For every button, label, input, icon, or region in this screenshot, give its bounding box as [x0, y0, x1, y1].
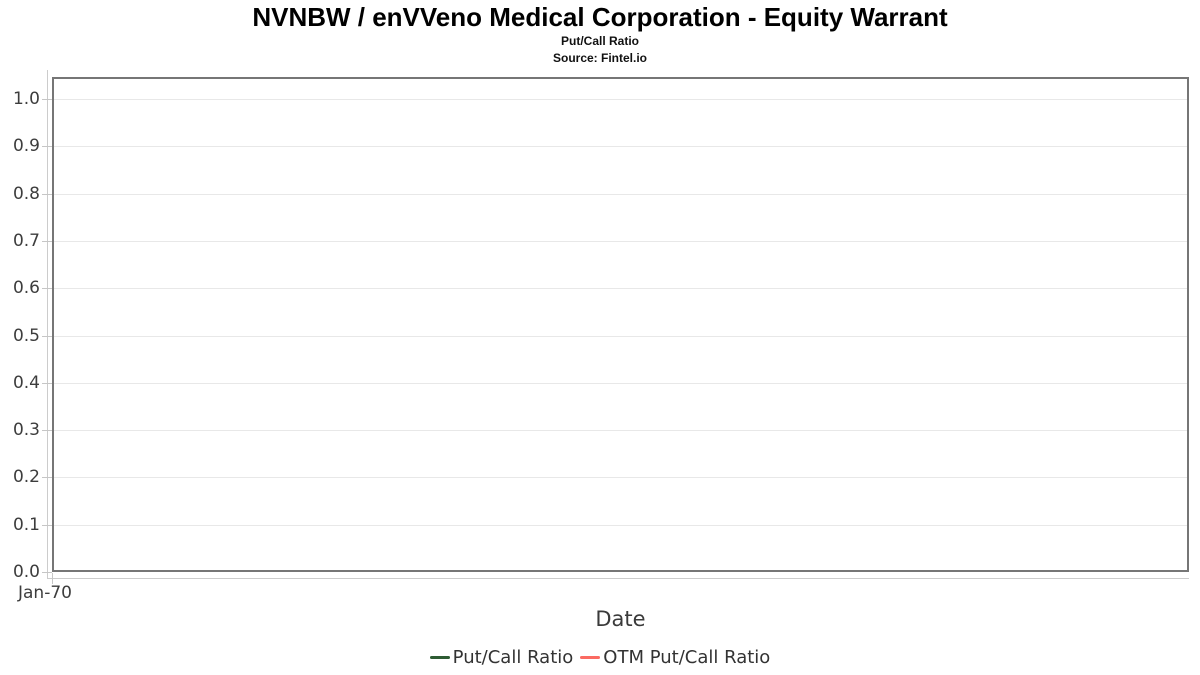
- y-gridline: [54, 430, 1187, 431]
- y-tick: [42, 383, 52, 384]
- x-tick: [52, 573, 53, 584]
- y-tick-label: 0.6: [12, 278, 40, 298]
- y-tick: [42, 146, 52, 147]
- y-gridline: [54, 525, 1187, 526]
- legend-item[interactable]: OTM Put/Call Ratio: [580, 647, 770, 668]
- x-axis-title: Date: [595, 607, 646, 631]
- y-tick-label: 0.2: [12, 467, 40, 487]
- y-tick-label: 0.3: [12, 420, 40, 440]
- y-tick: [42, 336, 52, 337]
- plot-area: [52, 77, 1189, 572]
- y-gridline: [54, 241, 1187, 242]
- y-tick: [42, 430, 52, 431]
- chart-title: NVNBW / enVVeno Medical Corporation - Eq…: [252, 2, 948, 32]
- legend-swatch: [580, 656, 601, 659]
- y-tick-label: 0.0: [12, 562, 40, 582]
- legend-label: Put/Call Ratio: [452, 647, 574, 668]
- y-tick-label: 0.8: [12, 184, 40, 204]
- y-gridline: [54, 477, 1187, 478]
- legend-swatch: [429, 656, 450, 659]
- y-tick-label: 0.1: [12, 515, 40, 535]
- y-gridline: [54, 336, 1187, 337]
- chart-source: Source: Fintel.io: [552, 51, 647, 65]
- y-tick: [42, 572, 52, 573]
- y-gridline: [54, 194, 1187, 195]
- y-tick-label: 0.9: [12, 136, 40, 156]
- y-axis-line: [47, 70, 48, 578]
- y-tick: [42, 477, 52, 478]
- x-tick-label: Jan-70: [18, 583, 72, 603]
- y-tick-label: 1.0: [12, 89, 40, 109]
- y-gridline: [54, 288, 1187, 289]
- y-gridline: [54, 146, 1187, 147]
- y-tick: [42, 288, 52, 289]
- y-tick: [42, 525, 52, 526]
- y-tick: [42, 241, 52, 242]
- x-axis-line: [47, 578, 1189, 579]
- y-tick-label: 0.7: [12, 231, 40, 251]
- legend-item[interactable]: Put/Call Ratio: [429, 647, 574, 668]
- y-tick-label: 0.5: [12, 326, 40, 346]
- y-gridline: [54, 99, 1187, 100]
- y-tick-label: 0.4: [12, 373, 40, 393]
- y-tick: [42, 194, 52, 195]
- y-gridline: [54, 383, 1187, 384]
- legend-label: OTM Put/Call Ratio: [603, 647, 771, 668]
- y-tick: [42, 99, 52, 100]
- legend: Put/Call Ratio OTM Put/Call Ratio: [0, 647, 1200, 668]
- chart-subtitle: Put/Call Ratio: [560, 34, 639, 48]
